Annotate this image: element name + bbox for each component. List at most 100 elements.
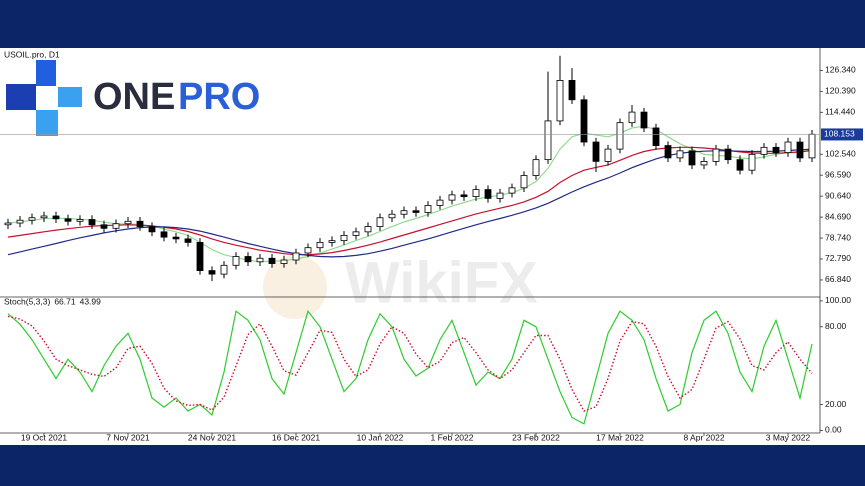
y-tick-label: 120.390 [825, 86, 856, 96]
x-tick-label: 24 Nov 2021 [188, 432, 236, 442]
candle-body [628, 111, 636, 124]
top-band [0, 0, 865, 48]
candle-body [748, 153, 756, 171]
y-tick-label: 100.00 [825, 295, 851, 305]
candle-body [520, 175, 528, 189]
candle-body [172, 236, 180, 240]
indicator-value: 43.99 [80, 296, 102, 306]
candle-body [496, 192, 504, 199]
candle-body [640, 111, 648, 129]
watermark-icon [263, 255, 327, 319]
candle-body [580, 99, 588, 143]
candle-body [316, 242, 324, 249]
y-tick-label: 66.840 [825, 274, 851, 284]
logo-block [36, 110, 58, 136]
candle-body [76, 219, 84, 222]
candle-body [304, 247, 312, 254]
candle-body [544, 120, 552, 161]
indicator-line [7, 315, 813, 412]
bottom-band [0, 445, 865, 486]
candle-body [232, 256, 240, 266]
candle-body [196, 242, 204, 271]
x-tick-label: 17 Mar 2022 [596, 432, 644, 442]
candle-body [280, 259, 288, 264]
candle-body [736, 159, 744, 171]
y-tick-label: 96.590 [825, 169, 851, 179]
candle-body [568, 80, 576, 101]
y-tick-label: 102.540 [825, 148, 856, 158]
candle-body [148, 226, 156, 233]
candle-body [160, 231, 168, 238]
y-tick-label: 126.340 [825, 65, 856, 75]
candle-body [328, 240, 336, 243]
candle-body [604, 148, 612, 162]
candle-body [592, 141, 600, 162]
x-tick-label: 1 Feb 2022 [430, 432, 473, 442]
candle-body [424, 205, 432, 213]
candle-body [556, 80, 564, 122]
candle-body [352, 231, 360, 236]
y-tick-label: 20.00 [825, 399, 847, 409]
y-tick-label: 0.00 [825, 425, 842, 435]
candle-body [256, 257, 264, 263]
last-price-box [821, 128, 863, 141]
candle-body [112, 223, 120, 229]
y-tick-label: 114.440 [825, 107, 855, 117]
candle-body [712, 148, 720, 162]
y-tick-label: 90.640 [825, 190, 851, 200]
last-price-label: 108.153 [824, 129, 855, 139]
candle-body [400, 210, 408, 215]
candle-body [784, 141, 792, 154]
candle-body [364, 226, 372, 233]
watermark: WikiFX [263, 250, 538, 319]
candle-body [28, 217, 36, 221]
candle-body [136, 220, 144, 227]
x-tick-label: 16 Dec 2021 [272, 432, 320, 442]
logo-block [58, 87, 82, 107]
candle-body [268, 257, 276, 264]
candle-body [388, 213, 396, 219]
candle-body [652, 127, 660, 146]
candle-body [760, 146, 768, 155]
x-tick-label: 10 Jan 2022 [357, 432, 404, 442]
x-tick-label: 8 Apr 2022 [683, 432, 724, 442]
candle-body [16, 219, 24, 224]
logo-text: PRO [178, 76, 260, 118]
y-tick-label: 84.690 [825, 211, 851, 221]
candle-body [688, 150, 696, 166]
candle-body [472, 189, 480, 198]
candle-body [64, 218, 72, 222]
candle-body [808, 133, 816, 159]
indicator-line [7, 309, 813, 425]
candle-body [52, 215, 60, 220]
indicator-value: 66.71 [54, 296, 76, 306]
candle-body [244, 256, 252, 263]
candle-body [436, 199, 444, 206]
candle-body [412, 210, 420, 213]
logo-text: ONE [93, 76, 175, 118]
candle-body [88, 219, 96, 226]
x-tick-label: 7 Nov 2021 [106, 432, 150, 442]
candle-body [184, 238, 192, 243]
candle-body [532, 159, 540, 176]
watermark-text: WikiFX [345, 250, 538, 315]
candle-body [40, 215, 48, 219]
candle-body [796, 141, 804, 159]
y-tick-label: 78.740 [825, 232, 851, 242]
candle-body [724, 148, 732, 161]
chart-background [0, 48, 865, 445]
candle-body [208, 270, 216, 275]
candle-body [376, 217, 384, 227]
y-tick-label: 72.790 [825, 253, 851, 263]
candle-body [4, 222, 12, 226]
candle-body [676, 150, 684, 159]
candle-body [460, 194, 468, 198]
candle-body [484, 189, 492, 199]
chart-title: USOIL.pro, D1 [4, 49, 60, 59]
candle-body [616, 122, 624, 150]
candle-body [664, 145, 672, 159]
indicator-title: Stoch(5,3,3) [4, 296, 50, 306]
candle-body [292, 252, 300, 261]
logo-block [6, 84, 36, 110]
